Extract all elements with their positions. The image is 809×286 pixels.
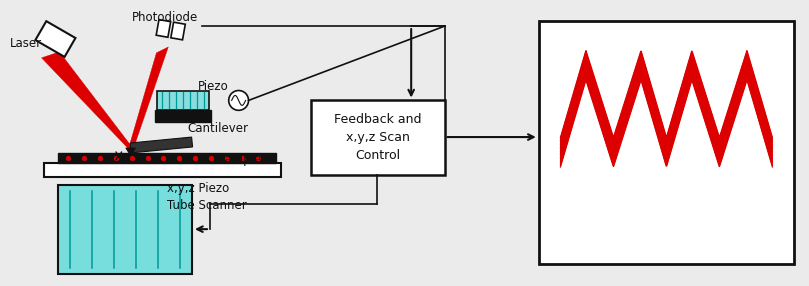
Bar (58, 153, 276, 163)
Bar (155, 110, 211, 122)
Text: Laser: Laser (10, 37, 42, 50)
Polygon shape (130, 137, 193, 153)
Polygon shape (125, 148, 136, 156)
Text: Feedback and
x,y,z Scan
Control: Feedback and x,y,z Scan Control (334, 113, 421, 162)
Bar (44, 163, 282, 177)
Text: Sample: Sample (217, 153, 261, 166)
Text: x,y,z Piezo
Tube Scanner: x,y,z Piezo Tube Scanner (167, 182, 247, 212)
Bar (311, 100, 445, 175)
Polygon shape (171, 22, 185, 40)
Bar (58, 184, 192, 274)
Polygon shape (156, 20, 171, 37)
Text: Cantilever: Cantilever (187, 122, 248, 135)
Polygon shape (41, 52, 133, 148)
Bar (539, 21, 794, 264)
Circle shape (229, 90, 248, 110)
Text: Photodiode: Photodiode (132, 11, 198, 24)
Polygon shape (36, 21, 75, 57)
Text: Piezo: Piezo (198, 80, 229, 93)
Bar (158, 90, 209, 110)
Polygon shape (129, 47, 168, 148)
